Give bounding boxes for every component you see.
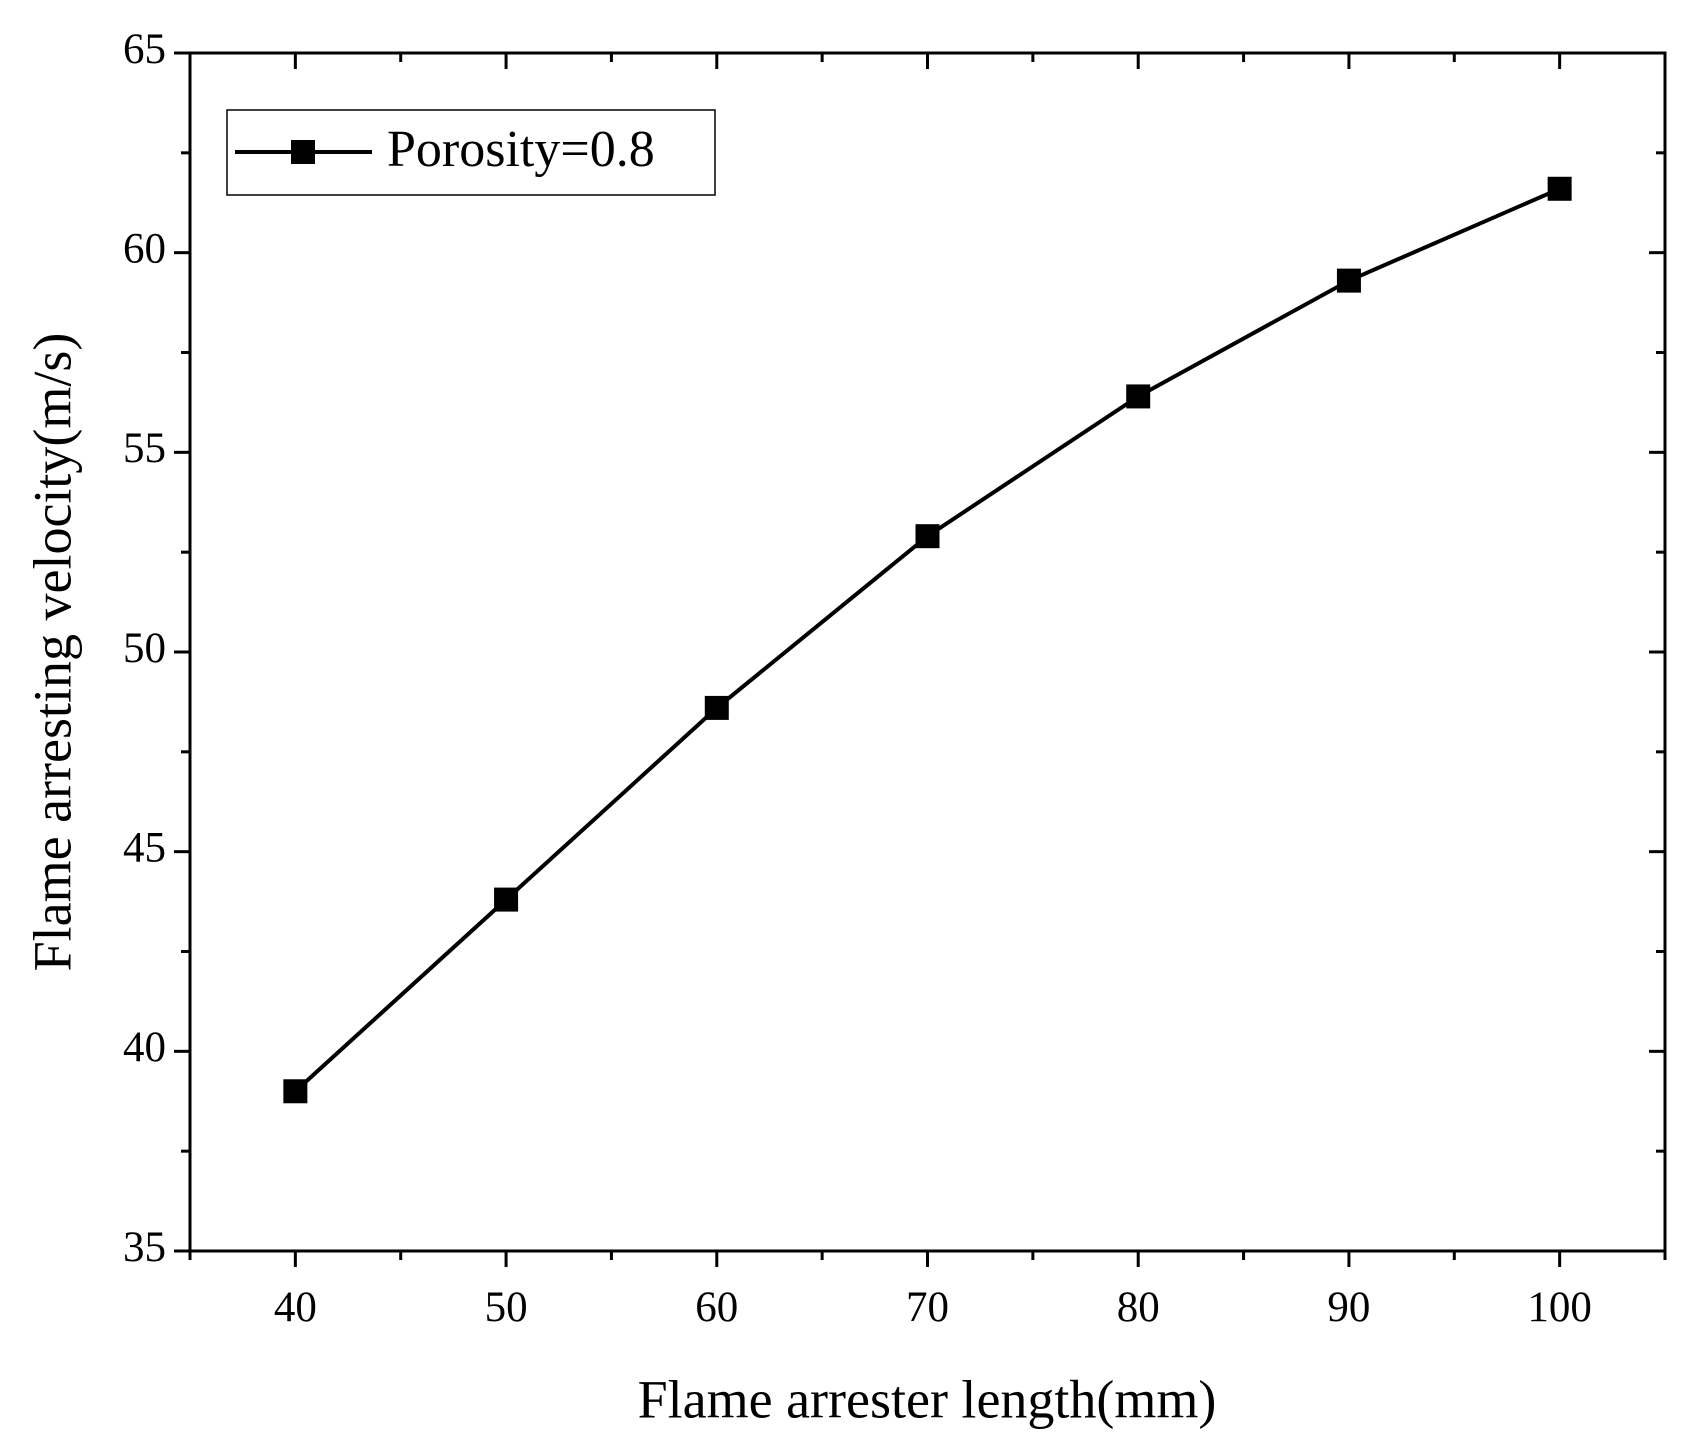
legend-marker	[291, 140, 315, 164]
y-tick-label: 55	[123, 425, 166, 472]
data-point	[494, 887, 519, 912]
x-tick-label: 90	[1327, 1284, 1370, 1331]
y-tick-label: 35	[123, 1224, 166, 1271]
x-tick-label: 70	[906, 1284, 949, 1331]
x-tick-label: 100	[1527, 1284, 1592, 1331]
data-point	[1336, 268, 1361, 293]
legend-label: Porosity=0.8	[387, 121, 655, 178]
y-axis-label: Flame arresting velocity(m/s)	[22, 333, 82, 972]
y-tick-label: 40	[123, 1024, 166, 1071]
y-tick-label: 45	[123, 825, 166, 872]
plot-frame	[188, 51, 1667, 1253]
x-tick-label: 60	[695, 1284, 738, 1331]
y-tick-label: 65	[123, 26, 166, 73]
data-point	[283, 1079, 308, 1104]
data-point	[1547, 176, 1572, 201]
x-tick-label: 50	[485, 1284, 528, 1331]
y-tick-label: 60	[123, 226, 166, 273]
y-tick-label: 50	[123, 625, 166, 672]
x-axis-label: Flame arrester length(mm)	[638, 1369, 1217, 1429]
x-tick-label: 80	[1117, 1284, 1160, 1331]
data-point	[1126, 384, 1151, 409]
data-point	[915, 524, 940, 549]
data-point	[704, 695, 729, 720]
x-tick-label: 40	[274, 1284, 317, 1331]
